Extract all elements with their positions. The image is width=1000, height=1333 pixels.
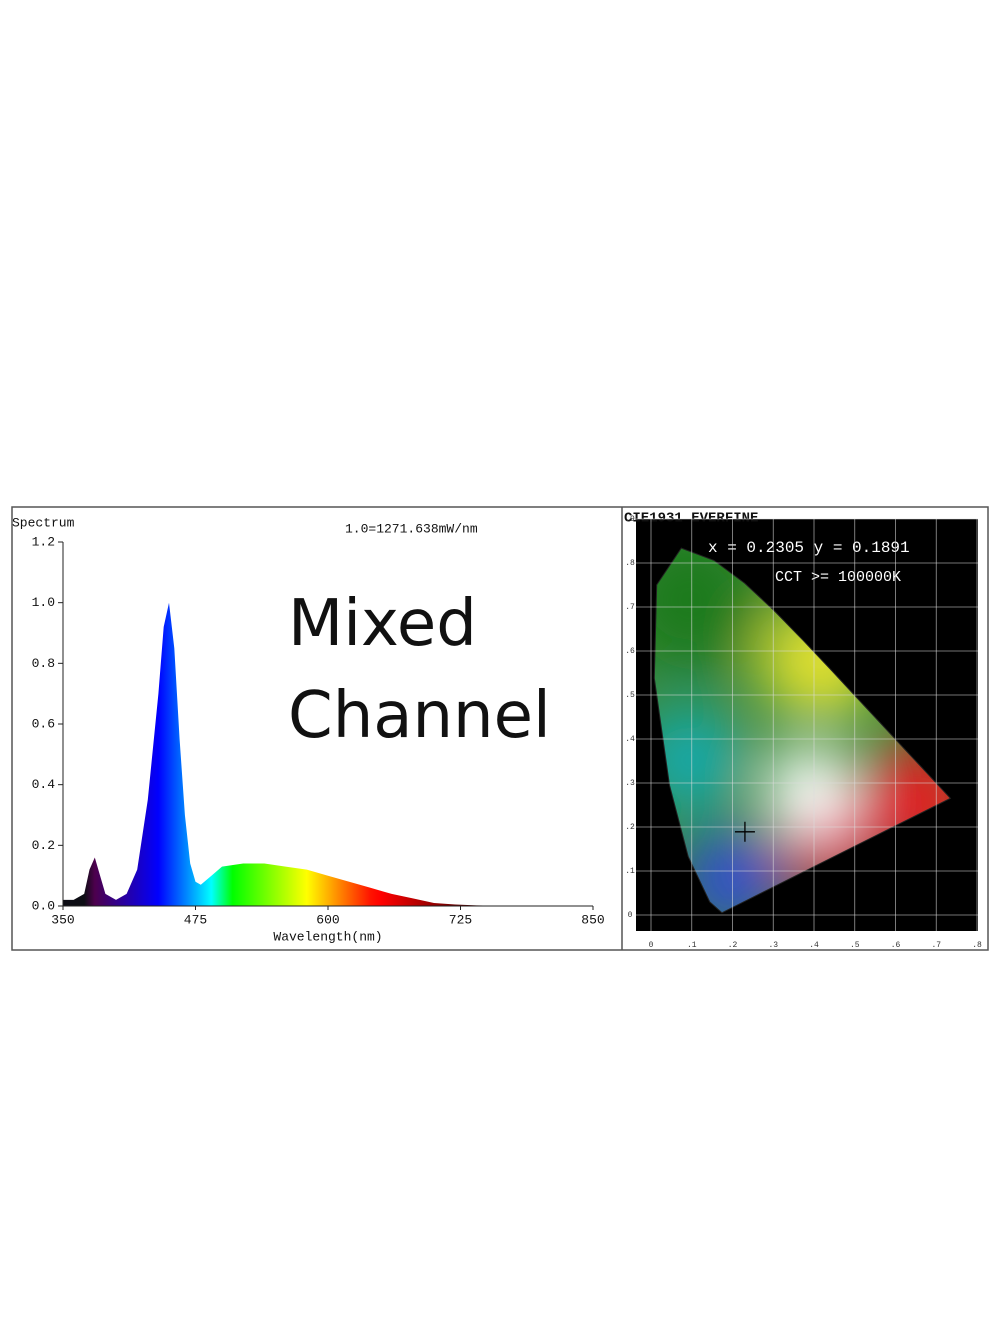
chart-title: Spectrum bbox=[12, 515, 75, 530]
x-tick-label: .8 bbox=[972, 941, 982, 950]
annotation: x = 0.2305 y = 0.1891 bbox=[708, 539, 910, 557]
y-tick-label: .1 bbox=[625, 867, 635, 876]
y-tick-label: 0.0 bbox=[32, 898, 55, 913]
x-axis-label: Wavelength(nm) bbox=[273, 929, 382, 944]
y-tick-label: 0.8 bbox=[32, 656, 55, 671]
x-tick-label: .4 bbox=[809, 941, 819, 950]
x-tick-label: .2 bbox=[728, 941, 738, 950]
y-tick-label: 0.4 bbox=[32, 777, 56, 792]
spectral-locus bbox=[653, 547, 952, 914]
y-tick-label: .9 bbox=[625, 515, 635, 524]
x-tick-label: .1 bbox=[687, 941, 697, 950]
x-tick-label: .7 bbox=[931, 941, 941, 950]
x-tick-label: 850 bbox=[581, 912, 604, 927]
y-tick-label: .6 bbox=[625, 647, 635, 656]
x-tick-label: .3 bbox=[768, 941, 778, 950]
y-tick-label: .4 bbox=[625, 735, 635, 744]
spectrum-area bbox=[63, 602, 593, 906]
y-tick-label: .7 bbox=[625, 603, 635, 612]
y-tick-label: 1.2 bbox=[32, 534, 55, 549]
x-tick-label: 475 bbox=[184, 912, 207, 927]
x-tick-label: .6 bbox=[891, 941, 901, 950]
x-tick-label: 725 bbox=[449, 912, 472, 927]
y-tick-label: 0 bbox=[628, 911, 633, 920]
y-tick-label: .8 bbox=[625, 559, 635, 568]
y-tick-label: 0.2 bbox=[32, 838, 55, 853]
frame bbox=[11, 506, 989, 951]
x-tick-label: .5 bbox=[850, 941, 860, 950]
x-tick-label: 0 bbox=[649, 941, 654, 950]
y-tick-label: 0.6 bbox=[32, 716, 55, 731]
overlay-label: Mixed Channel bbox=[288, 587, 551, 753]
chromaticity-point bbox=[734, 821, 755, 842]
y-tick-label: 1.0 bbox=[32, 595, 55, 610]
x-tick-label: 350 bbox=[51, 912, 74, 927]
y-tick-label: .2 bbox=[625, 823, 635, 832]
y-tick-label: .5 bbox=[625, 691, 635, 700]
x-tick-label: 600 bbox=[316, 912, 339, 927]
y-tick-label: .3 bbox=[625, 779, 635, 788]
annotation: CCT >= 100000K bbox=[775, 569, 901, 586]
annotation: 1.0=1271.638mW/nm bbox=[345, 521, 478, 536]
